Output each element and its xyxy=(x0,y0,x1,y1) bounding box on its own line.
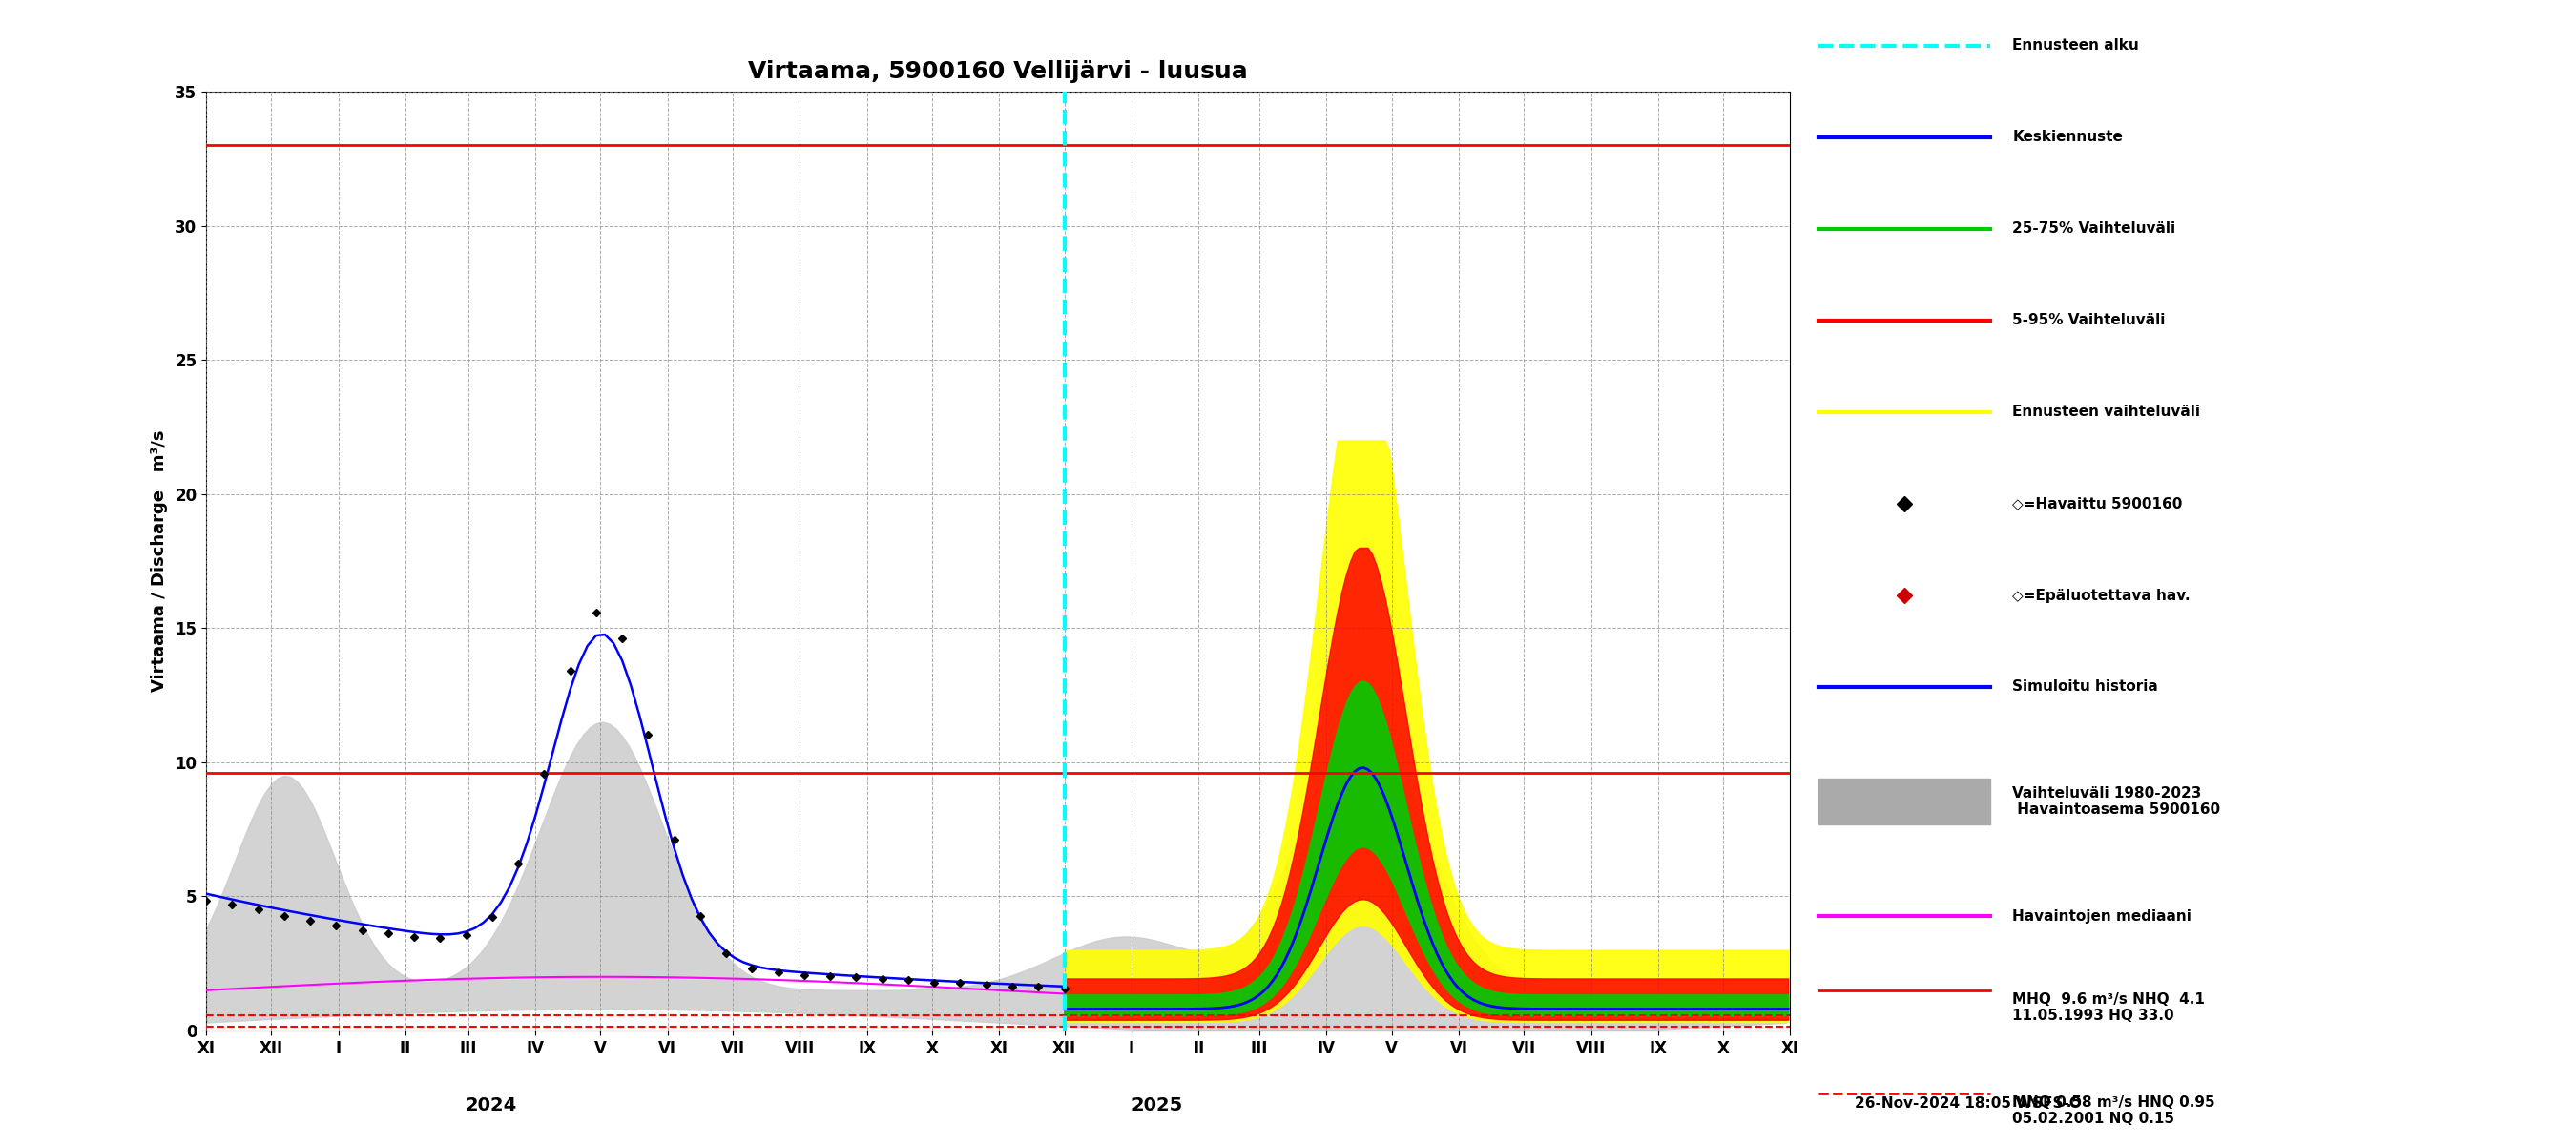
Text: Keskiennuste: Keskiennuste xyxy=(2012,131,2123,144)
Text: Ennusteen vaihteluväli: Ennusteen vaihteluväli xyxy=(2012,405,2200,419)
Text: Vaihteluväli 1980-2023
 Havaintoasema 5900160: Vaihteluväli 1980-2023 Havaintoasema 590… xyxy=(2012,785,2221,818)
Text: 2024: 2024 xyxy=(466,1096,518,1114)
Text: ◇=Epäluotettava hav.: ◇=Epäluotettava hav. xyxy=(2012,589,2190,602)
Text: Simuloitu historia: Simuloitu historia xyxy=(2012,680,2159,694)
Y-axis label: Virtaama / Discharge   m³/s: Virtaama / Discharge m³/s xyxy=(152,431,167,692)
Text: ◇=Havaittu 5900160: ◇=Havaittu 5900160 xyxy=(2012,497,2182,511)
Text: MHQ  9.6 m³/s NHQ  4.1
11.05.1993 HQ 33.0: MHQ 9.6 m³/s NHQ 4.1 11.05.1993 HQ 33.0 xyxy=(2012,992,2205,1024)
Text: Havaintojen mediaani: Havaintojen mediaani xyxy=(2012,909,2192,923)
Text: MNQ 0.58 m³/s HNQ 0.95
05.02.2001 NQ 0.15: MNQ 0.58 m³/s HNQ 0.95 05.02.2001 NQ 0.1… xyxy=(2012,1095,2215,1127)
Text: 2025: 2025 xyxy=(1131,1096,1182,1114)
Text: 26-Nov-2024 18:05 WSFS-O: 26-Nov-2024 18:05 WSFS-O xyxy=(1855,1097,2081,1111)
Text: Ennusteen alku: Ennusteen alku xyxy=(2012,39,2138,53)
Text: 5-95% Vaihteluväli: 5-95% Vaihteluväli xyxy=(2012,314,2166,327)
Title: Virtaama, 5900160 Vellijärvi - luusua: Virtaama, 5900160 Vellijärvi - luusua xyxy=(750,61,1247,84)
Text: 25-75% Vaihteluväli: 25-75% Vaihteluväli xyxy=(2012,222,2177,236)
